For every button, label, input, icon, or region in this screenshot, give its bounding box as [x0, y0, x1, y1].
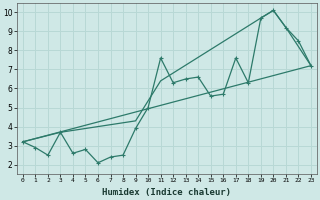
X-axis label: Humidex (Indice chaleur): Humidex (Indice chaleur) — [102, 188, 231, 197]
